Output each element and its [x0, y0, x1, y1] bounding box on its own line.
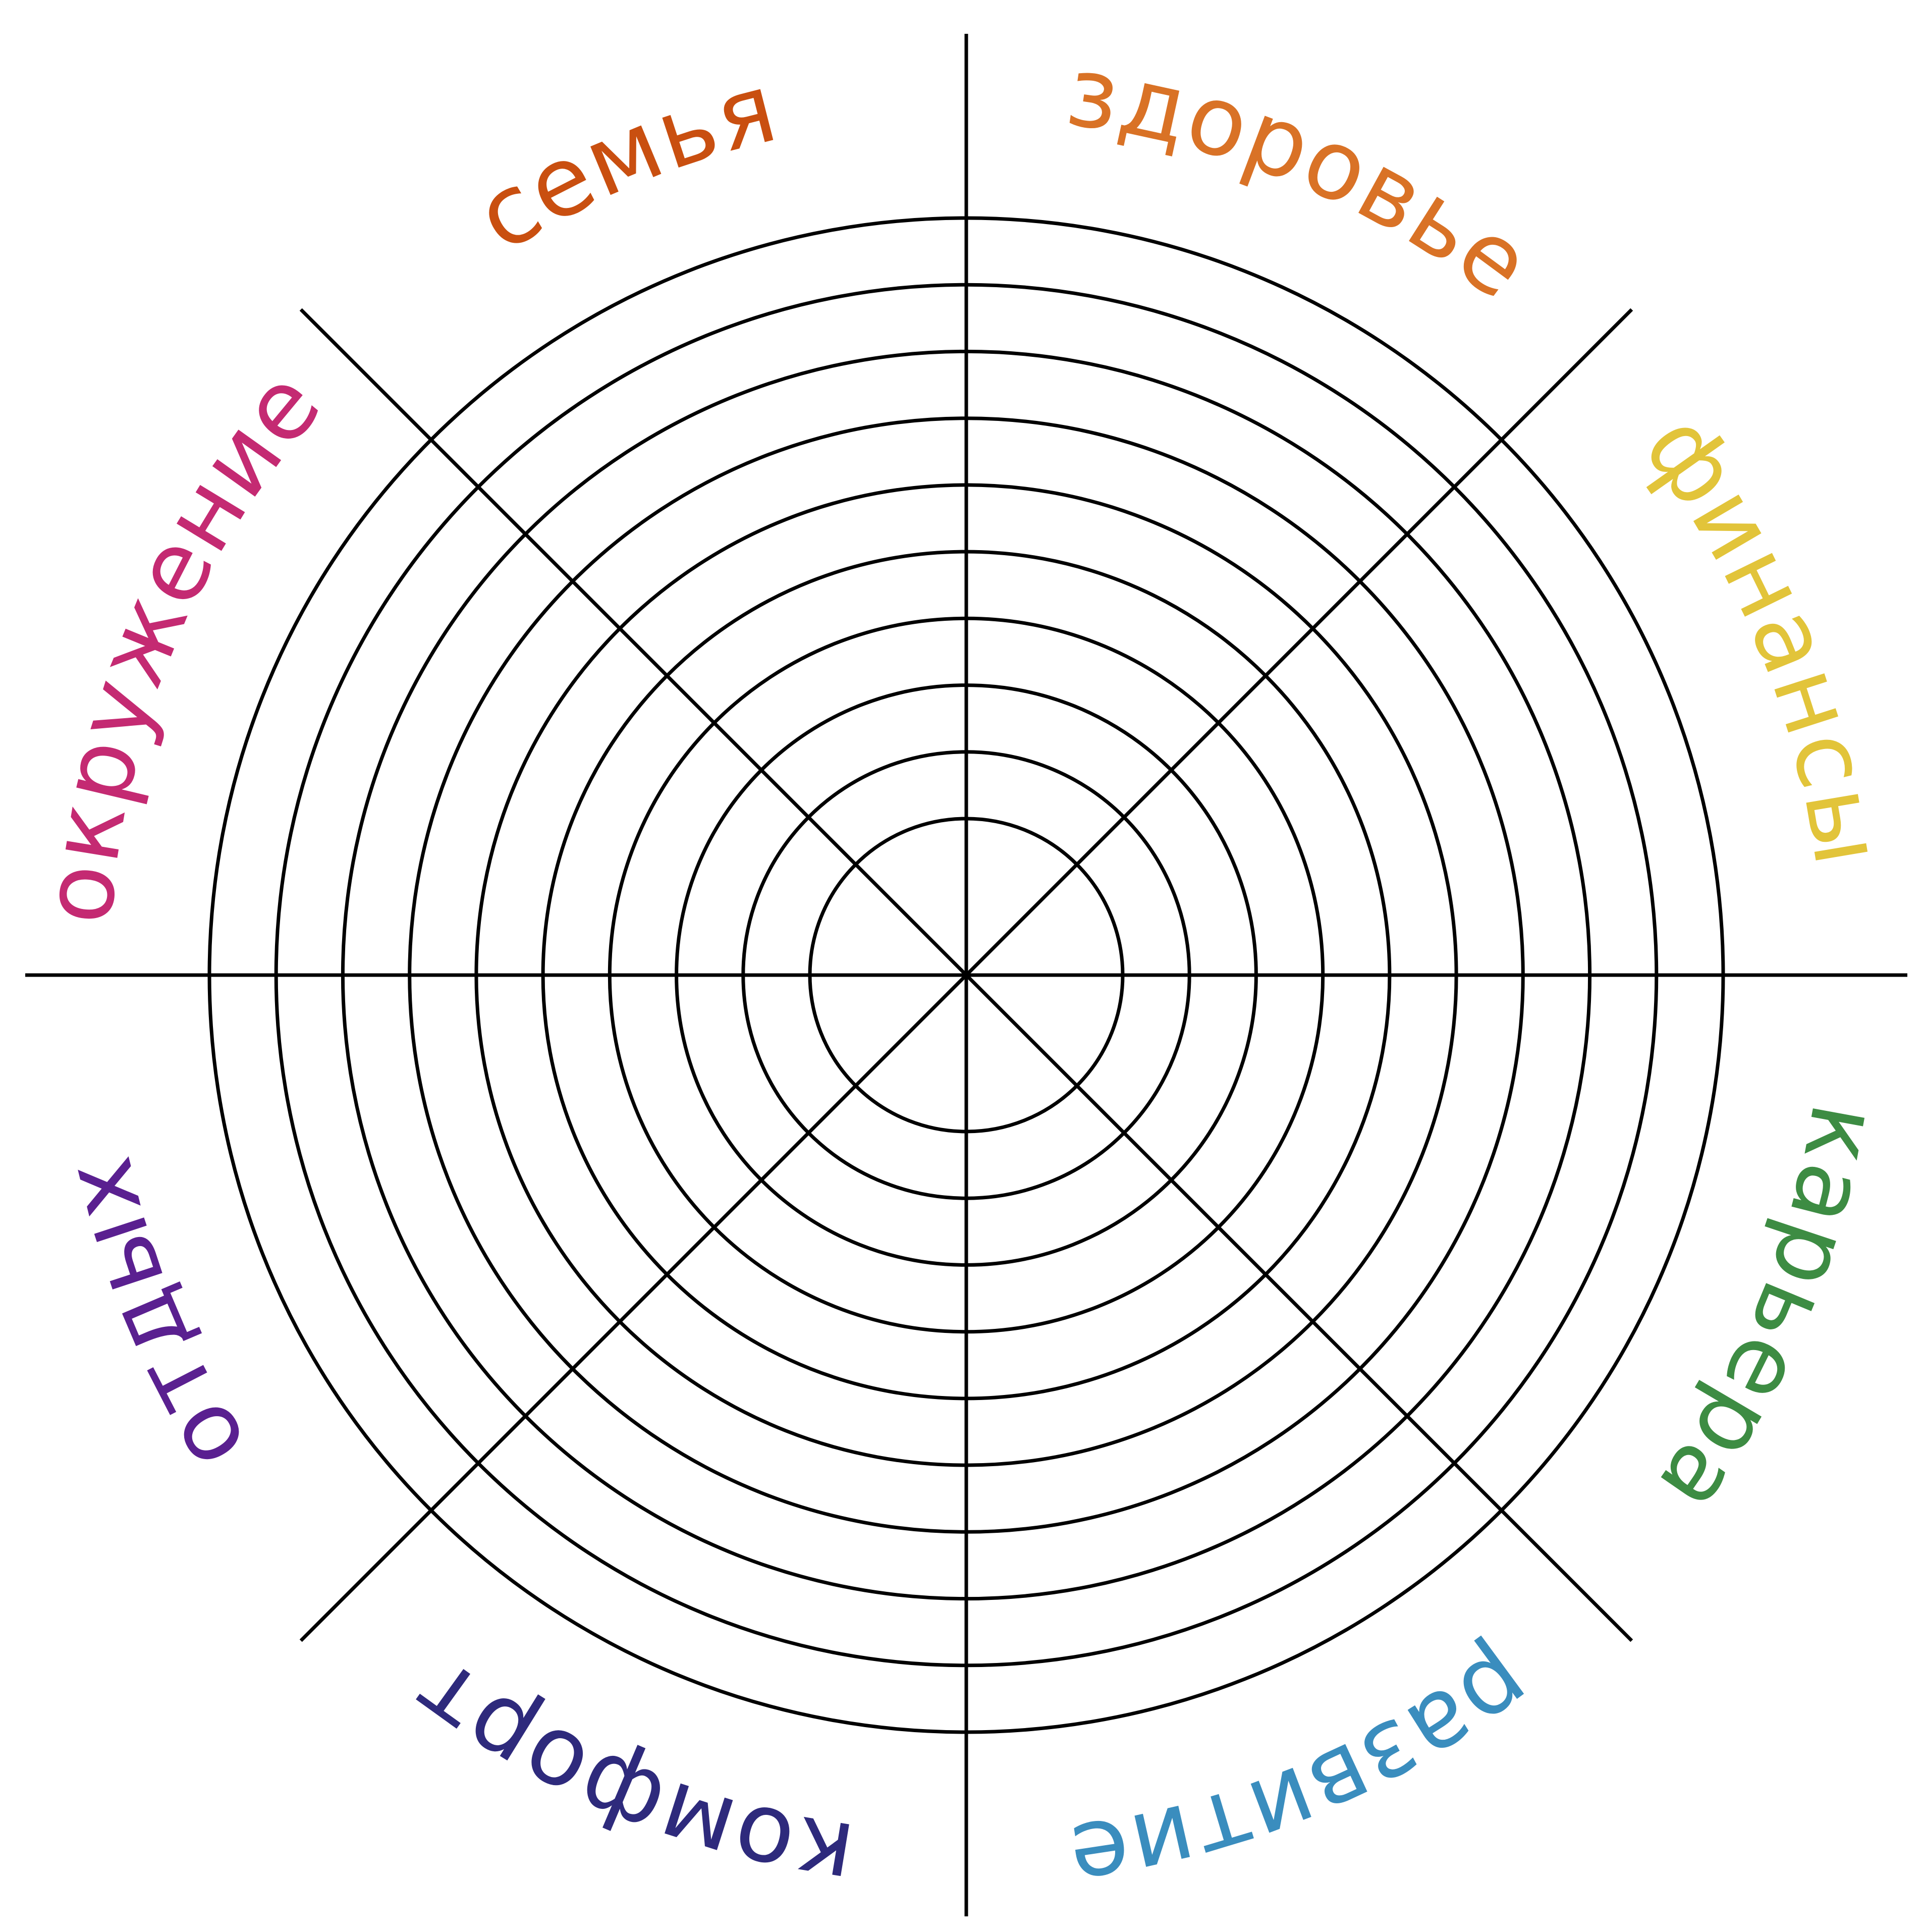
sector-label-1: здоровье — [1060, 35, 1553, 323]
sector-label-3: карьера — [1635, 1096, 1902, 1537]
sector-label-text: здоровье — [1060, 35, 1550, 323]
sector-label-text: комфорт — [390, 1635, 858, 1913]
wheel-spokes — [25, 34, 1907, 1916]
sector-label-4: развитие — [1060, 1628, 1553, 1915]
sector-label-6: отдых — [41, 1145, 268, 1490]
wheel-spoke-4 — [965, 974, 1633, 1642]
sector-label-text: карьера — [1635, 1096, 1899, 1537]
sector-label-2: финансы — [1623, 395, 1905, 876]
sector-label-text: окружение — [22, 348, 341, 928]
sector-label-text: семья — [457, 51, 787, 273]
wheel-spoke-8 — [299, 308, 968, 977]
sector-label-text: финансы — [1623, 395, 1902, 876]
sector-label-5: комфорт — [390, 1635, 861, 1913]
sector-label-text: развитие — [1060, 1628, 1550, 1915]
sector-label-7: окружение — [22, 348, 344, 928]
wheel-spoke-2 — [965, 308, 1633, 977]
sector-label-8: семья — [457, 51, 790, 273]
sector-label-text: отдых — [41, 1145, 265, 1490]
wheel-spoke-6 — [299, 974, 968, 1642]
